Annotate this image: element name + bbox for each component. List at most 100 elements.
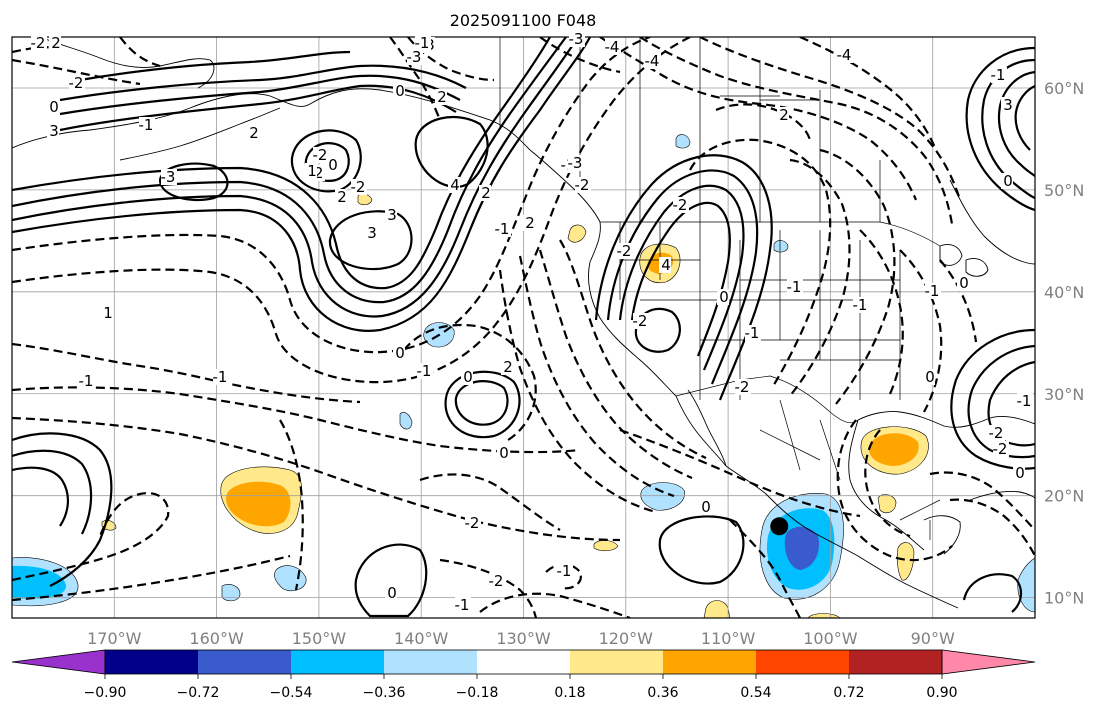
contour-line <box>518 255 675 498</box>
contour-line <box>819 148 896 405</box>
longitude-tick-label: 110°W <box>701 629 756 648</box>
colorbar-segment <box>105 650 199 674</box>
contour-label-bg <box>991 67 1007 83</box>
colorbar-frame <box>104 649 943 675</box>
colorbar-tick-label: 0.72 <box>833 685 864 701</box>
contour-label: -4 <box>645 52 660 70</box>
contour-line <box>559 239 707 459</box>
contour-label-bg <box>569 31 585 47</box>
contour-label-bg <box>501 359 513 375</box>
contour-line <box>12 37 651 354</box>
colorbar-segment <box>570 650 664 674</box>
contour-line <box>12 37 579 318</box>
alaska-coastline <box>12 88 531 151</box>
caribbean-coastline <box>969 491 1035 501</box>
contour-line <box>12 416 621 542</box>
contour-label: -2 <box>489 572 504 590</box>
contour-line <box>639 37 954 225</box>
contour-label-bg <box>777 107 789 123</box>
contour-label: -2 <box>673 196 688 214</box>
contour-label-bg <box>673 197 689 213</box>
contour-line <box>618 184 745 371</box>
colorbar-segment <box>477 650 571 674</box>
coastlines <box>12 37 1035 609</box>
contour-line <box>950 328 1035 470</box>
political-borders <box>499 37 941 540</box>
contour-label-bg <box>735 379 751 395</box>
contour-label: 0 <box>1003 172 1013 190</box>
shaded-region-pos <box>226 481 291 527</box>
contour-label: 3 <box>387 206 397 224</box>
longitude-tick-label: 100°W <box>803 629 858 648</box>
contour-line <box>699 37 962 201</box>
contour-line <box>354 543 428 618</box>
contour-label: 0 <box>395 344 405 362</box>
contour-label: -1 <box>417 362 432 380</box>
contour-label: -2 <box>575 176 590 194</box>
colorbar-tick-label: −0.18 <box>456 685 499 701</box>
contour-line <box>545 563 582 590</box>
contour-label: 2 <box>51 34 61 52</box>
longitude-tick-label: 120°W <box>599 629 654 648</box>
contour-label-bg <box>495 221 511 237</box>
contour-label: 0 <box>49 98 59 116</box>
contour-label: 0 <box>387 584 397 602</box>
colorbar-segment <box>384 650 478 674</box>
contour-line <box>454 380 509 426</box>
contour-line <box>949 498 1035 557</box>
contour-label: -1 <box>213 368 228 386</box>
contour-label-bg <box>989 425 1005 441</box>
longitude-tick-label: 160°W <box>189 629 244 648</box>
contour-line <box>498 269 657 514</box>
contour-label: 2 <box>437 88 447 106</box>
contour-label: -3 <box>161 168 176 186</box>
colorbar-tick-label: −0.72 <box>177 685 220 701</box>
contour-label-bg <box>49 35 61 51</box>
contour-label: 1 <box>103 304 113 322</box>
contour-label-bg <box>787 279 803 295</box>
shaded-region-pos <box>869 433 919 466</box>
contour-line <box>939 259 978 343</box>
contour-label-bg <box>393 83 405 99</box>
contour-label: 0 <box>1015 464 1025 482</box>
contour-label-bg <box>575 177 591 193</box>
contour-label-bg <box>385 207 397 223</box>
contour-line <box>414 116 489 188</box>
contour-line <box>799 37 938 151</box>
colorbar-tick-label: 0.90 <box>926 685 957 701</box>
colorbar: −0.90 −0.72 −0.54 −0.36 −0.18 0.18 0.36 0.54 0.7… <box>11 649 1036 701</box>
contour-label: 3 <box>49 122 59 140</box>
contour-label: -3 <box>407 48 422 66</box>
latitude-tick-label: 30°N <box>1044 385 1084 404</box>
contour-line <box>859 229 904 395</box>
contour-label: 2 <box>779 106 789 124</box>
longitude-ticks: 170°W 160°W 150°W 140°W 130°W 120°W 110°W 100°W… <box>87 629 955 648</box>
contour-label-bg <box>568 155 584 171</box>
contour-line <box>965 46 1035 212</box>
contour-line <box>12 37 591 332</box>
contour-label: -1 <box>495 220 510 238</box>
contour-label-bg <box>101 305 113 321</box>
contour-label: -1 <box>787 278 802 296</box>
contour-label: 0 <box>328 156 338 174</box>
contour-line <box>962 573 1023 613</box>
contours <box>12 37 1035 618</box>
contour-label-bg <box>455 597 471 613</box>
colorbar-tick-label: −0.90 <box>84 685 127 701</box>
contour-labels: -22003-11-22-3-2-2102-23343-3-102-3-4-4-… <box>31 30 1033 614</box>
contour-line <box>658 515 745 585</box>
contour-line <box>929 471 1035 531</box>
contour-line <box>389 37 442 121</box>
contour-label: -2 <box>617 242 632 260</box>
contour-label: -3 <box>568 154 583 172</box>
contour-label: -2 <box>633 312 648 330</box>
colorbar-tick-label: 0.18 <box>554 685 585 701</box>
contour-label-bg <box>461 369 473 385</box>
contour-label: -2 <box>351 178 366 196</box>
colorbar-tick-label: −0.36 <box>363 685 406 701</box>
contour-line <box>715 103 812 141</box>
contour-line <box>279 419 304 591</box>
contour-label: -2 <box>735 378 750 396</box>
contour-label-bg <box>247 125 259 141</box>
contour-label-bg <box>993 441 1009 457</box>
